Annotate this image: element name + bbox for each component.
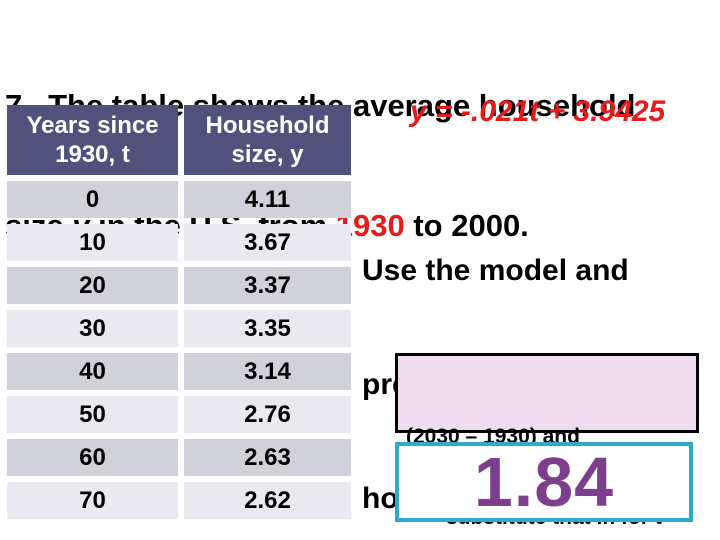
table-header-size: Household size, y: [184, 105, 351, 175]
table-header-row: Years since 1930, t Household size, y: [7, 105, 351, 175]
cell-t: 70: [7, 482, 178, 519]
hint-box: (2030 – 1930) and substitute that in for…: [395, 353, 699, 529]
table-row: 50 2.76: [7, 396, 351, 433]
cell-t: 50: [7, 396, 178, 433]
cell-y: 3.67: [184, 224, 351, 261]
cell-y: 2.76: [184, 396, 351, 433]
table-row: 40 3.14: [7, 353, 351, 390]
model-equation: y = -.021t + 3.9425: [410, 95, 666, 128]
table-row: 0 4.11: [7, 181, 351, 218]
cell-t: 10: [7, 224, 178, 261]
cell-y: 3.14: [184, 353, 351, 390]
table-row: 60 2.63: [7, 439, 351, 476]
cell-t: 0: [7, 181, 178, 218]
answer-value: 1.84: [473, 443, 615, 521]
cell-y: 2.63: [184, 439, 351, 476]
cell-t: 20: [7, 267, 178, 304]
cell-y: 3.37: [184, 267, 351, 304]
answer-box: 1.84: [395, 442, 693, 522]
table-row: 70 2.62: [7, 482, 351, 519]
household-size-table: Years since 1930, t Household size, y 0 …: [7, 105, 351, 525]
cell-y: 2.62: [184, 482, 351, 519]
table-row: 20 3.37: [7, 267, 351, 304]
cell-t: 40: [7, 353, 178, 390]
prediction-line-1: Use the model and: [362, 254, 629, 287]
table-header-years: Years since 1930, t: [7, 105, 178, 175]
cell-t: 30: [7, 310, 178, 347]
cell-t: 60: [7, 439, 178, 476]
table-row: 30 3.35: [7, 310, 351, 347]
table-row: 10 3.67: [7, 224, 351, 261]
cell-y: 4.11: [184, 181, 351, 218]
cell-y: 3.35: [184, 310, 351, 347]
